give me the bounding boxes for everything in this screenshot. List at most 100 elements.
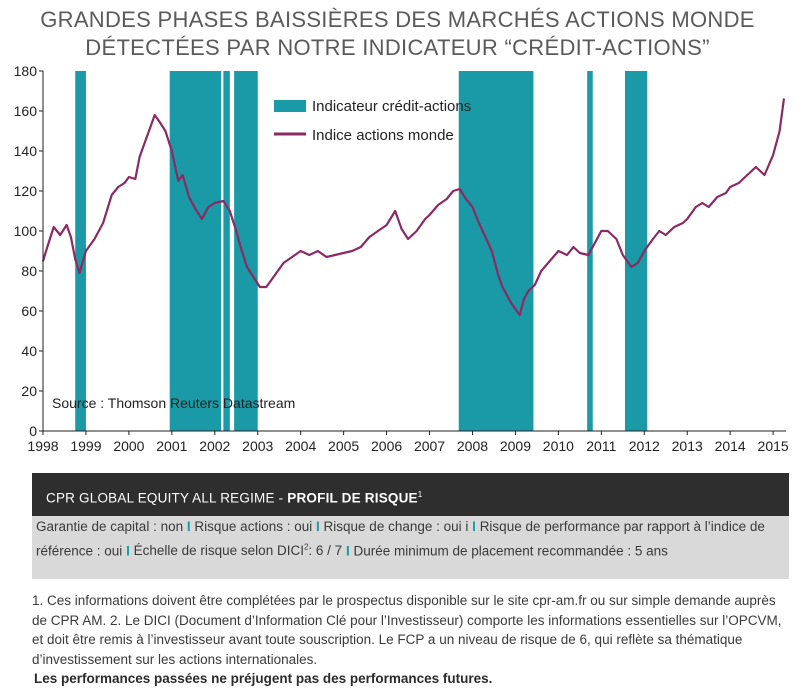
x-tick-label: 2010 — [543, 438, 574, 454]
legend-label-bands: Indicateur crédit-actions — [312, 98, 471, 115]
data-point-99 — [701, 202, 704, 204]
data-point-46 — [342, 252, 345, 254]
legend-label-line: Indice actions monde — [312, 127, 454, 144]
data-point-37 — [265, 286, 268, 288]
risk-item-currency: Risque de change : oui i — [323, 519, 469, 534]
data-point-77 — [548, 260, 551, 262]
data-point-97 — [686, 218, 689, 220]
data-point-100 — [707, 206, 710, 208]
y-tick-label: 60 — [21, 303, 37, 319]
data-point-11 — [110, 194, 113, 196]
data-point-13 — [123, 182, 126, 184]
data-point-35 — [252, 276, 255, 278]
risk-profile-label: PROFIL DE RISQUE — [287, 490, 418, 506]
data-point-98 — [694, 206, 697, 208]
indicator-band-3 — [234, 71, 258, 431]
y-tick-label: 20 — [21, 383, 37, 399]
risk-item-scale: Échelle de risque selon DICI2: 6 / 7 — [134, 542, 343, 559]
data-point-58 — [437, 204, 440, 206]
risk-details: Garantie de capital : non I Risque actio… — [32, 516, 789, 579]
data-point-2 — [52, 226, 55, 228]
indicator-band-4 — [458, 71, 534, 431]
x-tick-label: 2000 — [113, 438, 144, 454]
data-point-3 — [59, 234, 62, 236]
data-point-74 — [527, 290, 530, 292]
y-tick-label: 180 — [14, 63, 38, 79]
x-tick-label: 2015 — [758, 438, 789, 454]
data-point-80 — [572, 246, 575, 248]
data-point-69 — [505, 294, 508, 296]
risk-item-capital: Garantie de capital : non — [36, 519, 184, 534]
footnote: 1. Ces informations doivent être complét… — [32, 591, 792, 689]
data-point-84 — [600, 230, 603, 232]
data-point-106 — [755, 166, 757, 168]
risk-scale-footnote-ref: 2 — [303, 542, 309, 552]
data-point-59 — [445, 198, 448, 200]
chart-title-line1: GRANDES PHASES BAISSIÈRES DES MARCHÉS AC… — [40, 7, 755, 32]
data-point-43 — [316, 250, 319, 252]
data-point-73 — [523, 298, 525, 300]
data-point-53 — [400, 228, 403, 230]
data-point-57 — [428, 214, 431, 216]
data-point-81 — [578, 252, 581, 254]
data-point-50 — [377, 230, 379, 232]
data-point-39 — [282, 262, 285, 264]
data-point-104 — [737, 182, 740, 184]
axes: 0 20 40 60 80 100 120 140 160 180 1998 1999 2000 2001… — [14, 63, 789, 454]
y-tick-label: 140 — [14, 143, 38, 159]
footnote-text: 1. Ces informations doivent être complét… — [32, 593, 782, 667]
data-point-109 — [778, 130, 781, 132]
data-point-91 — [643, 250, 646, 252]
data-point-94 — [664, 234, 667, 236]
y-tick-label: 160 — [14, 103, 38, 119]
data-point-17 — [143, 144, 145, 146]
data-point-88 — [626, 260, 628, 262]
data-point-7 — [78, 272, 81, 274]
data-point-41 — [299, 250, 302, 252]
data-point-18 — [149, 126, 152, 128]
data-point-24 — [181, 174, 184, 176]
data-point-61 — [458, 188, 461, 190]
data-point-60 — [452, 190, 455, 192]
x-tick-label: 2004 — [285, 438, 316, 454]
data-point-49 — [368, 236, 371, 238]
data-point-48 — [359, 246, 362, 248]
x-tick-label: 2007 — [414, 438, 445, 454]
data-point-34 — [246, 266, 248, 268]
data-point-30 — [222, 200, 225, 202]
data-point-14 — [127, 176, 130, 178]
data-point-72 — [518, 314, 521, 316]
indicator-band-6 — [624, 71, 648, 431]
data-point-76 — [540, 270, 543, 272]
data-point-28 — [207, 206, 210, 208]
data-point-87 — [621, 254, 624, 256]
data-point-47 — [351, 250, 354, 252]
data-point-45 — [334, 254, 336, 256]
data-point-22 — [170, 150, 173, 152]
separator: I — [345, 543, 350, 558]
data-point-101 — [716, 196, 719, 198]
data-point-10 — [102, 222, 105, 224]
data-point-29 — [213, 202, 216, 204]
x-tick-label: 2002 — [199, 438, 230, 454]
data-point-38 — [274, 274, 276, 276]
data-point-55 — [415, 230, 418, 232]
x-tick-label: 2011 — [586, 438, 616, 454]
data-point-4 — [65, 224, 68, 226]
separator: I — [126, 543, 130, 558]
x-tick-label: 1999 — [70, 438, 101, 454]
disclaimer: Les performances passées ne préjugent pa… — [34, 671, 493, 687]
data-point-40 — [291, 256, 293, 258]
data-point-32 — [235, 230, 238, 232]
data-point-12 — [117, 186, 120, 188]
data-point-71 — [514, 308, 517, 310]
x-tick-label: 2006 — [371, 438, 402, 454]
data-point-54 — [407, 238, 409, 240]
legend: Indicateur crédit-actions Indice actions… — [274, 98, 471, 144]
fund-name: CPR GLOBAL EQUITY ALL REGIME - — [46, 490, 288, 506]
data-point-9 — [93, 238, 96, 240]
y-tick-label: 40 — [21, 343, 37, 359]
data-point-8 — [85, 250, 87, 252]
x-tick-label: 2013 — [672, 438, 703, 454]
data-point-67 — [497, 274, 500, 276]
